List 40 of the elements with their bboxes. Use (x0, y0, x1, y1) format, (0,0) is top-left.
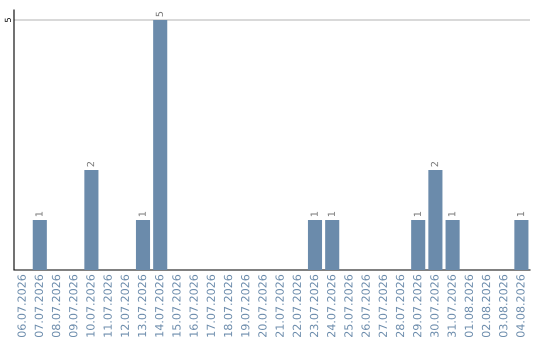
x-tick-label: 26.07.2026 (361, 274, 370, 337)
data-label: 1 (310, 212, 318, 216)
x-tick-label: 10.07.2026 (86, 274, 95, 337)
x-tick-label: 20.07.2026 (258, 274, 267, 337)
x-tick-label: 08.07.2026 (52, 274, 60, 338)
data-label: 1 (448, 212, 456, 216)
x-tick-label: 23.07.2026 (310, 274, 318, 337)
x-tick-label: 19.07.2026 (241, 274, 250, 337)
x-tick-label: 31.07.2026 (447, 274, 456, 337)
x-tick-label: 28.07.2026 (396, 274, 404, 337)
data-label: 1 (328, 212, 335, 216)
x-tick-label: 07.07.2026 (34, 274, 44, 338)
data-label: 2 (86, 162, 94, 167)
data-label: 1 (35, 212, 42, 216)
x-tick-label: 30.07.2026 (430, 274, 439, 337)
x-tick-label: 06.07.2026 (17, 274, 26, 338)
x-tick-label: 15.07.2026 (172, 274, 181, 337)
x-tick-label: 01.08.2026 (464, 274, 474, 338)
x-tick-label: 18.07.2026 (224, 274, 232, 337)
x-tick-label: 04.08.2026 (516, 274, 525, 338)
x-tick-label: 11.07.2026 (103, 274, 112, 337)
data-label: 1 (138, 212, 146, 216)
x-tick-label: 25.07.2026 (344, 274, 353, 337)
x-tick-label: 14.07.2026 (155, 274, 164, 337)
x-tick-label: 13.07.2026 (138, 274, 146, 337)
x-tick-label: 02.08.2026 (482, 274, 490, 338)
x-tick-label: 12.07.2026 (120, 274, 130, 337)
data-label: 2 (430, 162, 438, 167)
data-label: 5 (156, 12, 164, 16)
x-tick-label: 17.07.2026 (206, 274, 216, 337)
x-tick-label: 22.07.2026 (292, 274, 302, 337)
x-tick-label: 29.07.2026 (413, 274, 422, 337)
x-tick-label: 24.07.2026 (327, 274, 336, 337)
data-label: 1 (516, 212, 524, 216)
x-tick-label: 03.08.2026 (499, 274, 508, 338)
x-tick-label: 21.07.2026 (275, 274, 284, 337)
x-tick-label: 16.07.2026 (189, 274, 198, 337)
x-tick-label: 27.07.2026 (378, 274, 388, 337)
x-tick-label: 09.07.2026 (69, 274, 78, 338)
data-label: 1 (414, 212, 421, 216)
